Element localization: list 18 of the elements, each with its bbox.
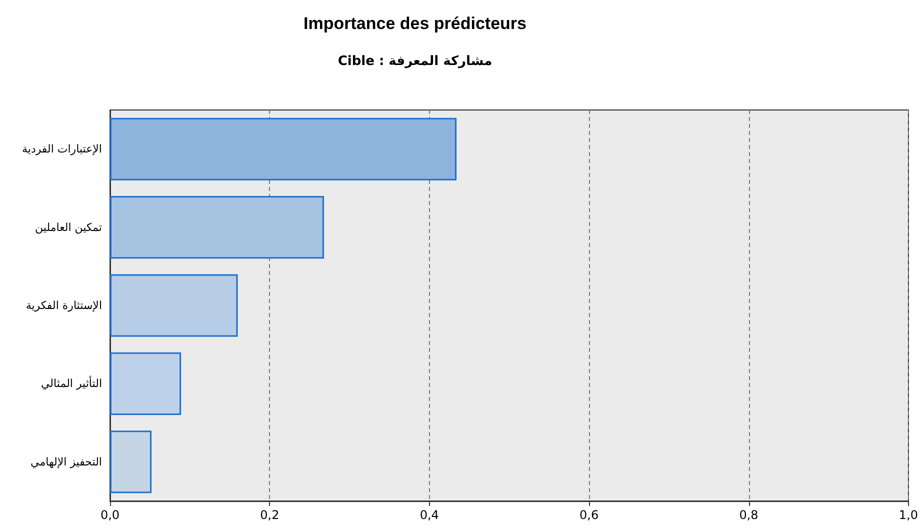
bar bbox=[110, 118, 457, 180]
x-tick-label: 0,4 bbox=[420, 508, 439, 522]
bar bbox=[110, 274, 238, 337]
x-tick-label: 0,2 bbox=[260, 508, 280, 522]
y-tick-label: الإستثارة الفكرية bbox=[26, 299, 102, 312]
chart-title: Importance des prédicteurs bbox=[304, 14, 526, 33]
x-tick-label: 0,6 bbox=[580, 508, 599, 522]
bar bbox=[110, 430, 152, 494]
y-tick-label: الإعتبارات الفردية bbox=[22, 142, 102, 156]
x-tick-label: 1,0 bbox=[898, 508, 918, 522]
y-tick-label: تمكين العاملين bbox=[35, 220, 102, 234]
y-tick-label: التأثير المثالي bbox=[41, 375, 102, 390]
x-tick-label: 0,8 bbox=[739, 508, 758, 522]
chart-subtitle: Cible : مشاركة المعرفة bbox=[338, 54, 492, 69]
bar bbox=[110, 352, 182, 415]
y-tick-label: التحفيز الإلهامي bbox=[30, 455, 102, 468]
x-tick-label: 0,0 bbox=[100, 508, 120, 522]
bar bbox=[110, 196, 324, 259]
